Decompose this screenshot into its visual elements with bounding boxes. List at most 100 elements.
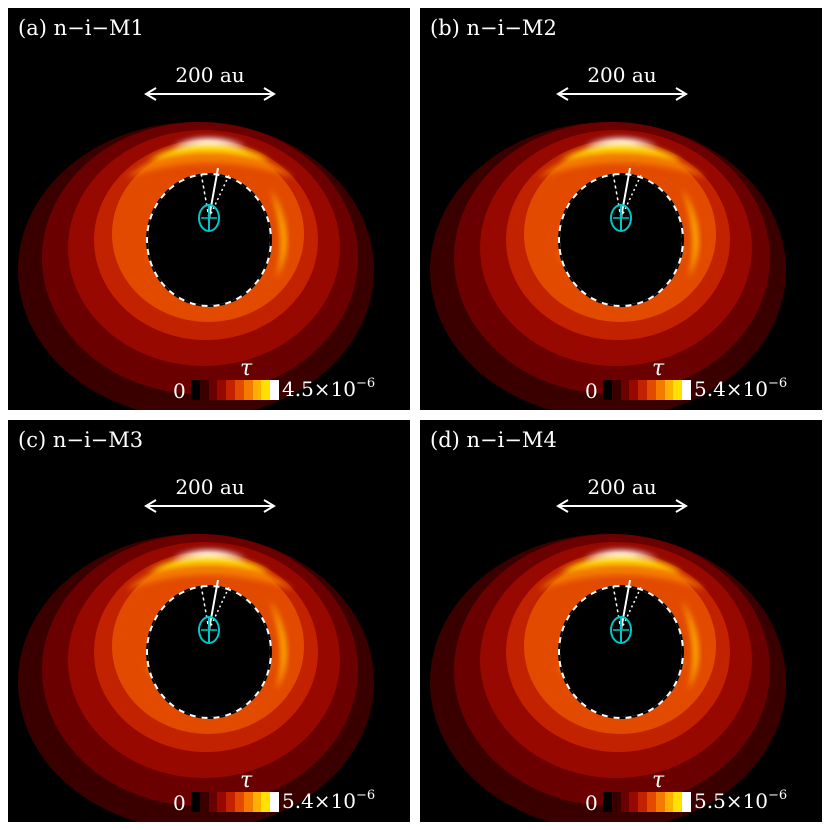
colorbar-title: τ xyxy=(652,768,665,793)
colorbar-swatch xyxy=(638,792,647,812)
colorbar-swatch xyxy=(603,792,612,812)
disk-image xyxy=(430,122,786,410)
colorbar-swatch xyxy=(629,380,639,400)
colorbar-swatch xyxy=(682,380,691,400)
colorbar-min: 0 xyxy=(585,379,598,403)
colorbar-strip xyxy=(603,380,691,400)
colorbar-max-exponent: −6 xyxy=(768,788,788,803)
scale-bar-label: 200 au xyxy=(175,475,245,499)
colorbar-swatch xyxy=(261,792,271,812)
colorbar-swatch xyxy=(234,380,244,400)
colorbar-max: 5.4×10−6 xyxy=(694,376,787,401)
colorbar-title: τ xyxy=(240,356,253,381)
colorbar-swatch xyxy=(603,380,612,400)
colorbar-swatch xyxy=(217,792,227,812)
colorbar-min: 0 xyxy=(173,791,186,815)
double-arrow-icon xyxy=(556,87,688,101)
star-orbit-icon xyxy=(610,616,632,644)
colorbar-swatch xyxy=(208,792,218,812)
colorbar-swatch xyxy=(243,380,253,400)
debris-disk xyxy=(430,534,786,822)
panel-label: (c) n−i−M3 xyxy=(18,428,144,452)
colorbar: τ 0 5.4×10−6 xyxy=(585,356,821,404)
colorbar-swatch xyxy=(611,792,621,812)
colorbar-swatch xyxy=(252,380,262,400)
colorbar-swatch xyxy=(270,380,279,400)
star-orbit-icon xyxy=(198,616,220,644)
colorbar-max-exponent: −6 xyxy=(356,788,376,803)
colorbar-swatch xyxy=(261,380,271,400)
colorbar-swatch xyxy=(673,380,683,400)
colorbar-title: τ xyxy=(240,768,253,793)
colorbar: τ 0 5.5×10−6 xyxy=(585,768,821,816)
debris-disk xyxy=(430,122,786,410)
colorbar-max-mantissa: 5.5×10 xyxy=(694,789,769,813)
colorbar-swatch xyxy=(252,792,262,812)
colorbar-swatch xyxy=(191,792,200,812)
colorbar: τ 0 5.4×10−6 xyxy=(173,768,409,816)
colorbar-swatch xyxy=(191,380,200,400)
disk-image xyxy=(18,534,374,822)
colorbar-max-mantissa: 5.4×10 xyxy=(694,377,769,401)
colorbar-swatch xyxy=(638,380,647,400)
colorbar-swatch xyxy=(620,792,630,812)
colorbar-swatch xyxy=(226,380,235,400)
colorbar-max-exponent: −6 xyxy=(768,376,788,391)
panel-b: (b) n−i−M2 200 au τ 0 5.4×10−6 xyxy=(420,8,822,410)
colorbar-max: 5.4×10−6 xyxy=(282,788,375,813)
panel-d: (d) n−i−M4 200 au τ 0 5.5×10−6 xyxy=(420,420,822,822)
debris-disk xyxy=(18,534,374,822)
star-orbit-icon xyxy=(198,204,220,232)
colorbar-max-mantissa: 5.4×10 xyxy=(282,789,357,813)
scale-bar-label: 200 au xyxy=(587,475,657,499)
colorbar-swatch xyxy=(217,380,227,400)
double-arrow-icon xyxy=(144,87,276,101)
colorbar-swatch xyxy=(664,380,674,400)
colorbar-title: τ xyxy=(652,356,665,381)
colorbar-swatch xyxy=(243,792,253,812)
colorbar-swatch xyxy=(655,380,665,400)
colorbar-min: 0 xyxy=(585,791,598,815)
colorbar-swatch xyxy=(646,792,656,812)
colorbar-swatch xyxy=(629,792,639,812)
colorbar-strip xyxy=(191,380,279,400)
panel-c: (c) n−i−M3 200 au τ 0 5.4×10−6 xyxy=(8,420,410,822)
colorbar-swatch xyxy=(655,792,665,812)
colorbar-max-exponent: −6 xyxy=(356,376,376,391)
colorbar-max: 4.5×10−6 xyxy=(282,376,375,401)
colorbar-swatch xyxy=(673,792,683,812)
star-orbit-icon xyxy=(610,204,632,232)
colorbar-swatch xyxy=(199,792,209,812)
colorbar-swatch xyxy=(682,792,691,812)
colorbar-swatch xyxy=(270,792,279,812)
panel-label: (b) n−i−M2 xyxy=(430,16,557,40)
scale-bar: 200 au xyxy=(142,63,278,103)
colorbar-strip xyxy=(603,792,691,812)
double-arrow-icon xyxy=(144,499,276,513)
disk-image xyxy=(18,122,374,410)
colorbar-swatch xyxy=(208,380,218,400)
scale-bar: 200 au xyxy=(142,475,278,515)
scale-bar-label: 200 au xyxy=(587,63,657,87)
colorbar-swatch xyxy=(234,792,244,812)
colorbar: τ 0 4.5×10−6 xyxy=(173,356,409,404)
disk-image xyxy=(430,534,786,822)
scale-bar: 200 au xyxy=(554,63,690,103)
colorbar-swatch xyxy=(620,380,630,400)
colorbar-max-mantissa: 4.5×10 xyxy=(282,377,357,401)
colorbar-strip xyxy=(191,792,279,812)
colorbar-swatch xyxy=(226,792,235,812)
double-arrow-icon xyxy=(556,499,688,513)
colorbar-swatch xyxy=(199,380,209,400)
panel-label: (a) n−i−M1 xyxy=(18,16,144,40)
scale-bar: 200 au xyxy=(554,475,690,515)
colorbar-max: 5.5×10−6 xyxy=(694,788,787,813)
debris-disk xyxy=(18,122,374,410)
scale-bar-label: 200 au xyxy=(175,63,245,87)
colorbar-swatch xyxy=(611,380,621,400)
colorbar-swatch xyxy=(646,380,656,400)
colorbar-swatch xyxy=(664,792,674,812)
panel-label: (d) n−i−M4 xyxy=(430,428,557,452)
colorbar-min: 0 xyxy=(173,379,186,403)
panel-a: (a) n−i−M1 200 au τ 0 4.5×10−6 xyxy=(8,8,410,410)
